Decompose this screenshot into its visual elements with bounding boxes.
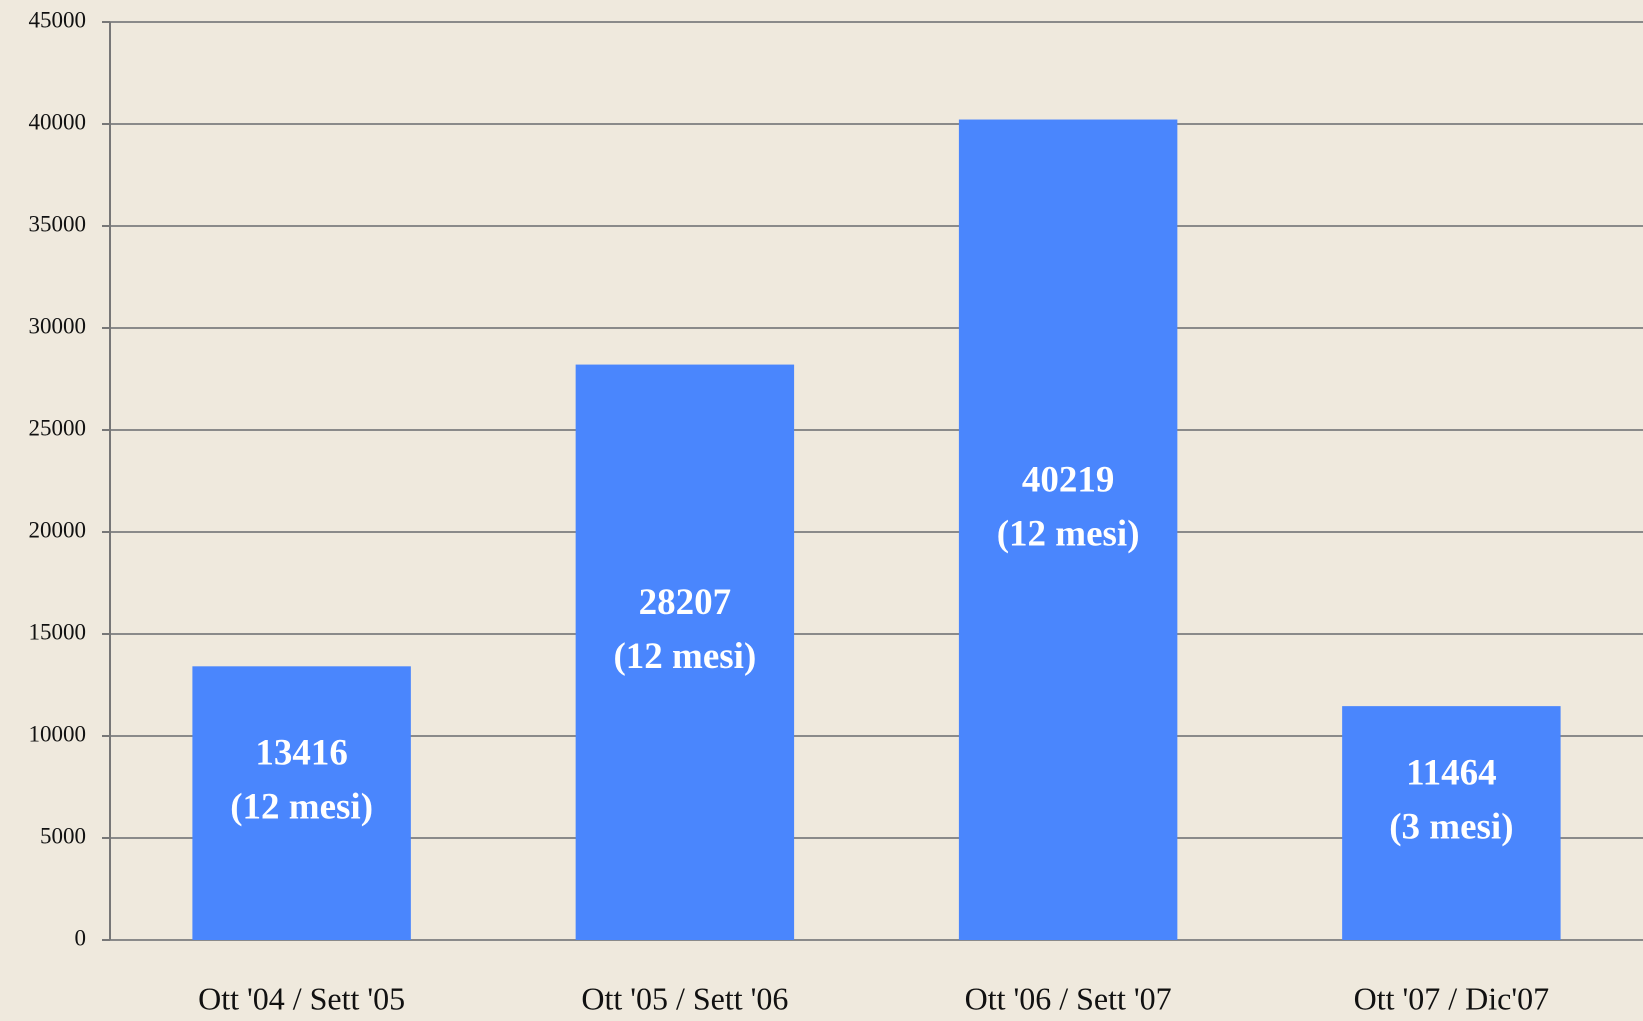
bar-annotation: (12 mesi) — [613, 636, 756, 677]
x-tick-label: Ott '06 / Sett '07 — [965, 980, 1172, 1016]
value-label: 28207 — [639, 582, 732, 623]
y-tick-label: 45000 — [29, 7, 87, 32]
bar-annotation: (12 mesi) — [230, 787, 373, 828]
value-label: 13416 — [255, 733, 348, 774]
y-tick-label: 5000 — [40, 823, 86, 848]
y-tick-label: 25000 — [29, 415, 87, 440]
y-tick-label: 10000 — [29, 721, 87, 746]
x-tick-label: Ott '05 / Sett '06 — [581, 980, 788, 1016]
value-label: 40219 — [1022, 459, 1115, 500]
page: {"chart_data": {"type": "bar", "categori… — [0, 0, 1643, 1021]
x-tick-label: Ott '07 / Dic'07 — [1354, 980, 1550, 1016]
bar-annotation: (3 mesi) — [1389, 807, 1513, 848]
chart: 0 5000 10000 15000 20000 25000 30000 35000 40000… — [0, 0, 1643, 1021]
y-tick-label: 35000 — [29, 211, 87, 236]
x-tick-label: Ott '04 / Sett '05 — [198, 980, 405, 1016]
y-tick-label: 0 — [75, 925, 87, 950]
y-tick-label: 20000 — [29, 517, 87, 542]
y-tick-label: 40000 — [29, 109, 87, 134]
y-tick-label: 15000 — [29, 619, 87, 644]
y-tick-label: 30000 — [29, 313, 87, 338]
bar-annotation: (12 mesi) — [997, 513, 1140, 554]
value-label: 11464 — [1406, 753, 1496, 794]
